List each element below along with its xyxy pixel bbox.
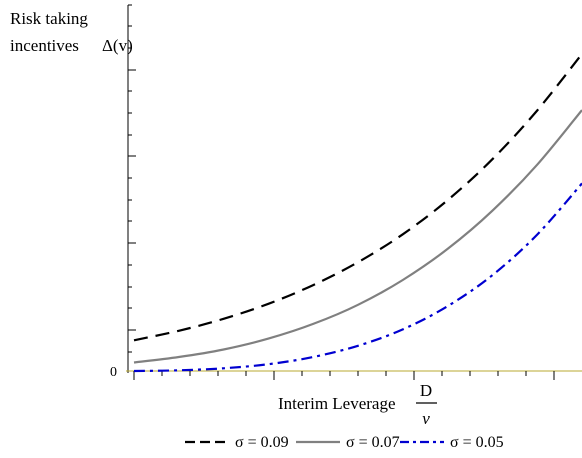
- x-axis-fraction-denominator: v: [422, 409, 430, 428]
- series-group: [133, 53, 582, 373]
- x-axis-label: Interim Leverage: [278, 394, 396, 413]
- legend: σ = 0.09 σ = 0.07 σ = 0.05: [185, 434, 504, 451]
- y-axis-label-line2: incentives: [10, 36, 79, 55]
- x-axis-fraction-numerator: D: [420, 381, 432, 400]
- y-axis-label-symbol: Δ(v): [102, 36, 133, 55]
- legend-label-3: σ = 0.05: [450, 434, 504, 451]
- y-axis-label-line1: Risk taking: [10, 9, 88, 28]
- y-tick-label-zero: 0: [110, 365, 117, 380]
- axes: [126, 4, 582, 380]
- legend-label-1: σ = 0.09: [235, 434, 289, 451]
- series-line-1: [133, 53, 582, 342]
- legend-label-2: σ = 0.07: [346, 434, 400, 451]
- series-line-3: [133, 182, 582, 373]
- series-line-2: [133, 109, 582, 364]
